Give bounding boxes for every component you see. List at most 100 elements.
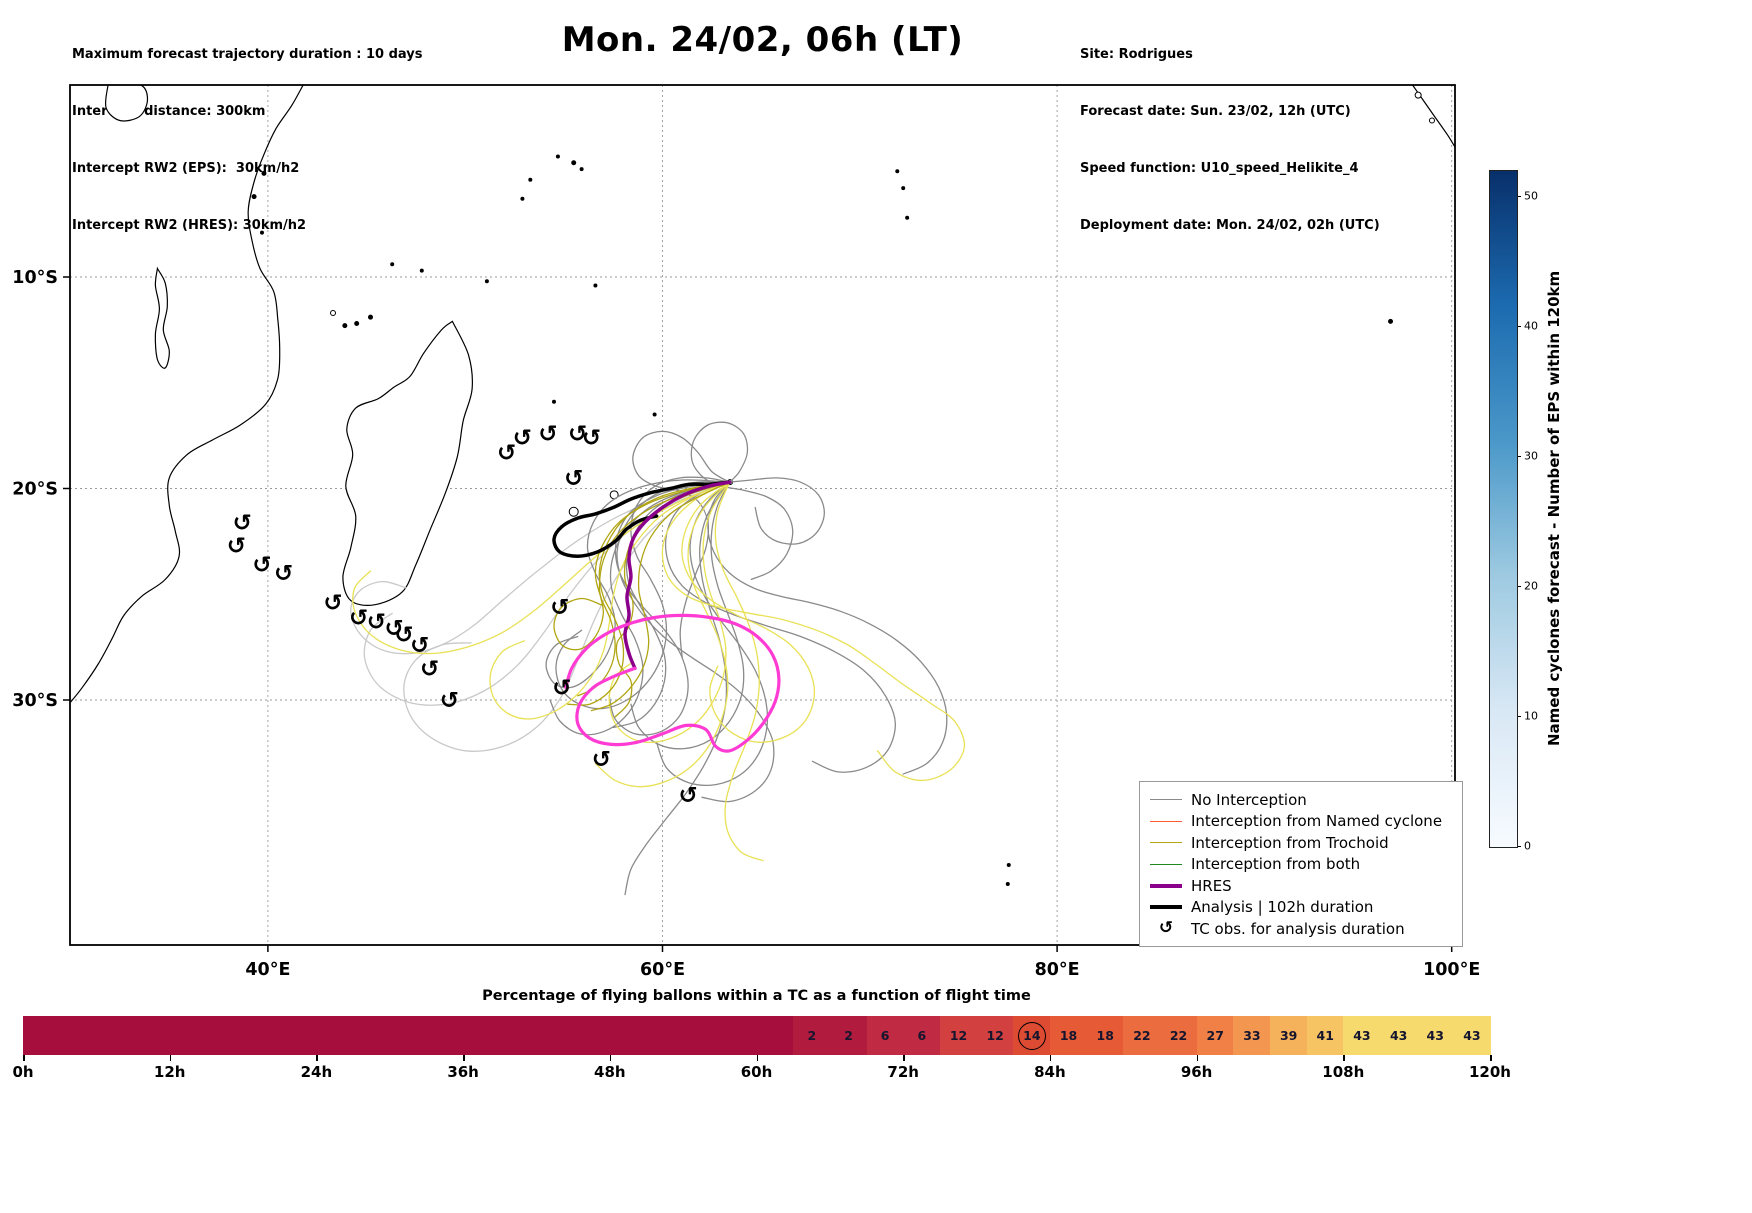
- colorbar-tick-mark: [1517, 456, 1521, 457]
- trajectory-yellow: [489, 481, 731, 720]
- y-axis-label: 30°S: [12, 691, 58, 711]
- island: [551, 399, 556, 404]
- tc-obs-icon: ↺: [227, 534, 246, 560]
- flight-bar-value: 22: [1169, 1028, 1188, 1043]
- island: [571, 160, 577, 166]
- flight-axis-tick: [1196, 1055, 1199, 1061]
- island: [568, 506, 579, 517]
- tc-obs-icon: ↺: [1158, 918, 1174, 939]
- legend-label: Analysis | 102h duration: [1191, 898, 1374, 917]
- colorbar: [1489, 170, 1518, 848]
- site-info-block: Site: Rodrigues Forecast date: Sun. 23/0…: [1080, 7, 1380, 273]
- tc-obs-icon: ↺: [394, 622, 413, 648]
- island: [901, 186, 906, 191]
- tc-obs-icon: ↺: [564, 466, 583, 492]
- flight-bar-base-segment: [23, 1016, 794, 1055]
- map-plot-area: ↺ ↺ ↺↺↺↺↺↺↺ ↺↺↺↺↺↺↺↺↺↺↺↺↺: [70, 85, 1455, 945]
- trajectory-yellow: [661, 481, 966, 782]
- trajectory-yellow: [681, 481, 816, 743]
- trajectory-yellow: [608, 481, 731, 744]
- trajectory-yellow: [714, 481, 764, 862]
- flight-bar-segment: 43: [1453, 1016, 1491, 1055]
- flight-bar-segment: 41: [1306, 1016, 1344, 1055]
- flight-bar-value: 43: [1463, 1028, 1481, 1043]
- flight-bar-value: 18: [1059, 1028, 1078, 1043]
- tc-obs-icon: ↺: [538, 422, 557, 448]
- flight-bar-segment: 43: [1416, 1016, 1454, 1055]
- trajectory-yellow: [594, 481, 731, 788]
- island: [367, 314, 373, 320]
- map-legend: No Interception Interception from Named c…: [1139, 781, 1463, 947]
- config-line-duration: Maximum forecast trajectory duration : 1…: [72, 47, 423, 62]
- island: [528, 177, 533, 182]
- island: [330, 309, 337, 316]
- tc-obs-icon: ↺: [385, 616, 404, 642]
- flight-bar-value: 22: [1133, 1028, 1151, 1043]
- tc-obs-icon: ↺: [233, 510, 252, 536]
- island: [593, 283, 598, 288]
- forecast-date-line: Forecast date: Sun. 23/02, 12h (UTC): [1080, 104, 1351, 119]
- flight-bar-segment: 43: [1380, 1016, 1418, 1055]
- flight-axis-tick: [609, 1055, 612, 1061]
- legend-label: Interception from both: [1191, 855, 1361, 874]
- deployment-date-line: Deployment date: Mon. 24/02, 02h (UTC): [1080, 218, 1380, 233]
- flight-bar-segment: 33: [1233, 1016, 1271, 1055]
- flight-axis-tick: [1049, 1055, 1052, 1061]
- x-axis-label: 40°E: [245, 960, 290, 980]
- island: [484, 279, 489, 284]
- island: [259, 230, 264, 235]
- flight-bar: 2 2 6 6 12 12 14 18 18 22 22 27 33 39 41 43 43 43 43: [23, 1016, 1491, 1055]
- colorbar-tick-mark: [1517, 196, 1521, 197]
- tc-obs-icon: ↺: [679, 783, 698, 809]
- trajectory-gray: [545, 479, 731, 689]
- y-axis-label: 20°S: [12, 480, 58, 500]
- flight-bar-value: 6: [880, 1028, 890, 1043]
- speed-function-line: Speed function: U10_speed_Helikite_4: [1080, 161, 1359, 176]
- island: [1388, 318, 1394, 324]
- flight-bar-value: 18: [1096, 1028, 1114, 1043]
- flight-bar-segment: 12: [976, 1016, 1014, 1055]
- flight-axis-label: 24h: [300, 1063, 333, 1081]
- colorbar-tick-label: 0: [1524, 839, 1531, 853]
- flight-axis-label: 0h: [12, 1063, 34, 1081]
- x-axis-label: 60°E: [640, 960, 685, 980]
- flight-axis-tick: [169, 1055, 172, 1061]
- y-axis-label: 10°S: [12, 268, 58, 288]
- trajectory-olive: [577, 481, 731, 697]
- trajectory-gray: [690, 421, 794, 581]
- flight-axis-label: 48h: [594, 1063, 626, 1081]
- flight-axis-label: 120h: [1469, 1063, 1511, 1081]
- legend-label: Interception from Named cyclone: [1191, 812, 1443, 831]
- flight-bar-segment: 22: [1159, 1016, 1198, 1055]
- landmass-outline: [342, 320, 473, 606]
- trajectory-gray: [707, 481, 948, 775]
- flight-axis-label: 72h: [887, 1063, 919, 1081]
- colorbar-tick-label: 40: [1524, 319, 1538, 333]
- x-axis-label: 100°E: [1423, 960, 1480, 980]
- flight-bar-segment: 18: [1049, 1016, 1088, 1055]
- flight-bar-segment: 2: [793, 1016, 831, 1055]
- flight-bar-segment: 43: [1343, 1016, 1381, 1055]
- trajectory-analysis: [552, 480, 732, 558]
- flight-bar-value: 33: [1243, 1028, 1261, 1043]
- island: [354, 321, 360, 327]
- trajectory-gray: [616, 481, 775, 803]
- flight-bar-value: 2: [807, 1028, 817, 1043]
- circled-value-marker: [1017, 1021, 1046, 1050]
- flight-bar-segment: 6: [866, 1016, 904, 1055]
- flight-bar-value: 39: [1279, 1028, 1298, 1043]
- flight-bar-title: Percentage of flying ballons within a TC…: [482, 988, 1031, 1004]
- flight-bar-segment: 12: [939, 1016, 978, 1055]
- flight-axis-tick: [903, 1055, 905, 1061]
- flight-bar-value: 6: [917, 1028, 927, 1043]
- flight-axis-tick: [23, 1055, 25, 1061]
- flight-bar-segment: 6: [903, 1016, 941, 1055]
- legend-line-sample: [1150, 820, 1182, 822]
- island: [342, 323, 348, 329]
- colorbar-tick-mark: [1517, 586, 1521, 587]
- island: [1006, 862, 1011, 867]
- legend-item: ↺ TC obs. for analysis duration: [1150, 918, 1452, 940]
- colorbar-tick-label: 50: [1524, 189, 1538, 203]
